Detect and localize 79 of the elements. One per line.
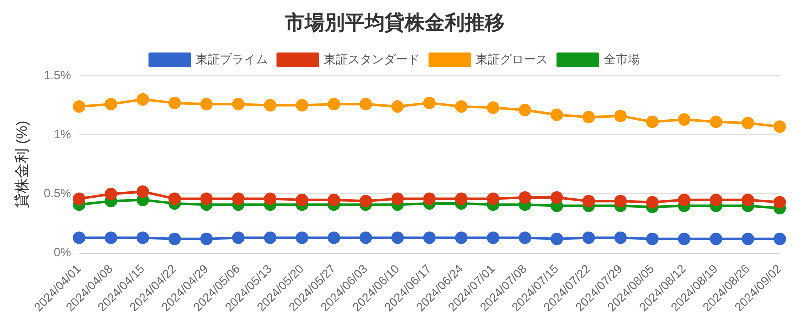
point: [742, 194, 754, 206]
point: [518, 232, 532, 244]
point: [423, 96, 436, 110]
point: [73, 100, 86, 113]
point: [678, 113, 691, 126]
point: [582, 232, 596, 244]
point: [136, 186, 150, 198]
point: [136, 232, 150, 244]
point: [168, 232, 182, 246]
point: [200, 98, 213, 111]
point: [518, 104, 532, 117]
point: [710, 116, 723, 128]
point: [455, 192, 468, 206]
point: [168, 96, 182, 110]
point: [264, 99, 277, 112]
point: [392, 232, 404, 244]
point: [392, 192, 404, 206]
point: [136, 93, 150, 106]
point: [487, 232, 500, 244]
y-tick-label: 0%: [54, 246, 72, 260]
point: [710, 194, 723, 206]
point: [200, 232, 213, 246]
legend-label: 東証プライム: [196, 52, 268, 66]
point: [774, 120, 786, 134]
point: [296, 99, 309, 112]
point: [104, 98, 118, 111]
point: [104, 232, 118, 244]
point: [550, 232, 564, 246]
point: [646, 116, 659, 128]
point: [264, 232, 277, 244]
legend-label: 全市場: [604, 52, 640, 66]
point: [392, 100, 404, 113]
y-tick-label: 0.5%: [44, 186, 72, 201]
point: [296, 194, 309, 206]
point: [360, 98, 372, 111]
point: [614, 195, 628, 208]
point: [518, 192, 532, 204]
point: [423, 232, 436, 244]
point: [168, 192, 182, 206]
point: [232, 98, 245, 111]
point: [710, 232, 723, 246]
legend-label: 東証スタンダード: [324, 52, 420, 66]
point: [774, 232, 786, 246]
point: [328, 194, 340, 206]
point: [742, 232, 754, 246]
point: [423, 192, 436, 206]
point: [646, 232, 659, 246]
point: [582, 195, 596, 208]
point: [678, 194, 691, 206]
point: [646, 196, 659, 209]
point: [614, 232, 628, 244]
point: [487, 102, 500, 114]
point: [678, 232, 691, 246]
point: [328, 232, 340, 244]
point: [360, 195, 372, 208]
point: [328, 98, 340, 111]
point: [73, 232, 86, 244]
point: [455, 100, 468, 113]
point: [73, 192, 86, 206]
point: [455, 232, 468, 244]
point: [487, 192, 500, 206]
point: [232, 192, 245, 206]
y-tick-label: 1%: [54, 127, 72, 142]
point: [774, 196, 786, 209]
point: [550, 192, 564, 204]
y-axis-title: 貸株金利 (%): [14, 120, 32, 208]
chart-title: 市場別平均貸株金利推移: [284, 12, 505, 35]
point: [296, 232, 309, 244]
legend-label: 東証グロース: [476, 52, 548, 66]
point: [550, 108, 564, 122]
point: [232, 232, 245, 244]
point: [104, 188, 118, 200]
point: [614, 110, 628, 122]
point: [200, 192, 213, 206]
y-tick-label: 1.5%: [44, 68, 72, 82]
point: [360, 232, 372, 244]
point: [264, 192, 277, 206]
point: [742, 117, 754, 130]
point: [582, 111, 596, 124]
